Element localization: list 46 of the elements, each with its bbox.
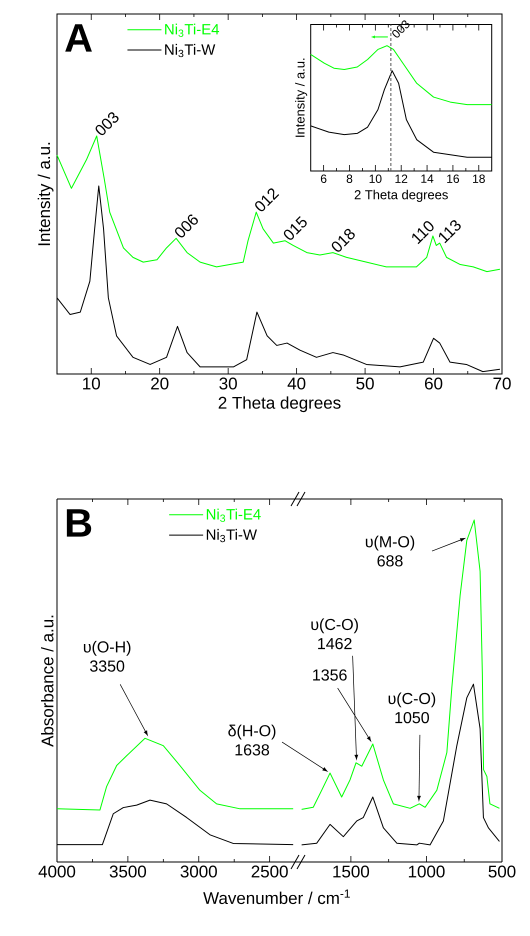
x-axis-title: 2 Theta degrees — [354, 190, 448, 202]
annotation: 003 — [96, 112, 119, 136]
annotation: δ(H-O) 1638 — [228, 724, 276, 756]
x-tick-label: 500 — [488, 866, 516, 878]
annotation: 012 — [255, 188, 280, 212]
annotation: υ(O-H) 3350 — [84, 640, 130, 672]
x-tick-label: 60 — [424, 378, 442, 390]
y-axis-title: Intensity / a.u. — [38, 142, 54, 246]
annotation: 006 — [175, 214, 198, 238]
text: B — [66, 509, 92, 537]
annotation: 015 — [284, 216, 307, 240]
legend-label: Ni$_{3}$Ti-W — [206, 528, 257, 542]
x-tick-label: 14 — [421, 174, 434, 183]
annotation: 110 — [412, 221, 434, 244]
x-axis-title: 2 Theta degrees — [218, 396, 341, 412]
x-tick-label: 12 — [395, 174, 408, 183]
x-tick-label: 40 — [288, 378, 306, 390]
x-axis-title: Wavenumber / cm$^{-1}$ — [203, 890, 350, 904]
x-tick-label: 1500 — [333, 866, 370, 878]
x-tick-label: 50 — [356, 378, 374, 390]
y-axis-title: Absorbance / a.u. — [41, 616, 54, 747]
x-tick-label: 3000 — [180, 866, 217, 878]
x-tick-label: 10 — [83, 378, 100, 390]
legend-label: Ni$_{3}$Ti-E4 — [206, 508, 261, 522]
x-tick-label: 3500 — [110, 866, 146, 878]
legend-label: Ni$_{3}$Ti-W — [165, 44, 216, 58]
x-tick-label: 4000 — [38, 866, 76, 878]
y-axis-title: Intensity / a.u. — [295, 58, 308, 137]
annotation: υ(M-O) 688 — [366, 536, 414, 567]
annotation: 018 — [332, 228, 355, 252]
x-tick-label: 2500 — [252, 866, 288, 878]
x-tick-label: 16 — [447, 174, 460, 183]
x-tick-label: 70 — [493, 378, 511, 390]
x-tick-label: 6 — [320, 174, 326, 183]
legend-label: Ni$_{3}$Ti-E4 — [165, 24, 220, 37]
annotation: υ(C-O) 1462 — [311, 618, 358, 650]
annotation: υ(C-O) 1050 — [388, 692, 436, 724]
x-tick-label: 10 — [370, 174, 382, 183]
x-tick-label: 8 — [346, 174, 352, 183]
x-tick-label: 1000 — [408, 866, 445, 878]
x-tick-label: 30 — [219, 378, 237, 390]
annotation: 1356 — [313, 669, 347, 681]
x-tick-label: 20 — [151, 378, 168, 390]
text: A — [65, 24, 92, 52]
annotation: 113 — [439, 220, 461, 244]
x-tick-label: 18 — [473, 174, 485, 183]
